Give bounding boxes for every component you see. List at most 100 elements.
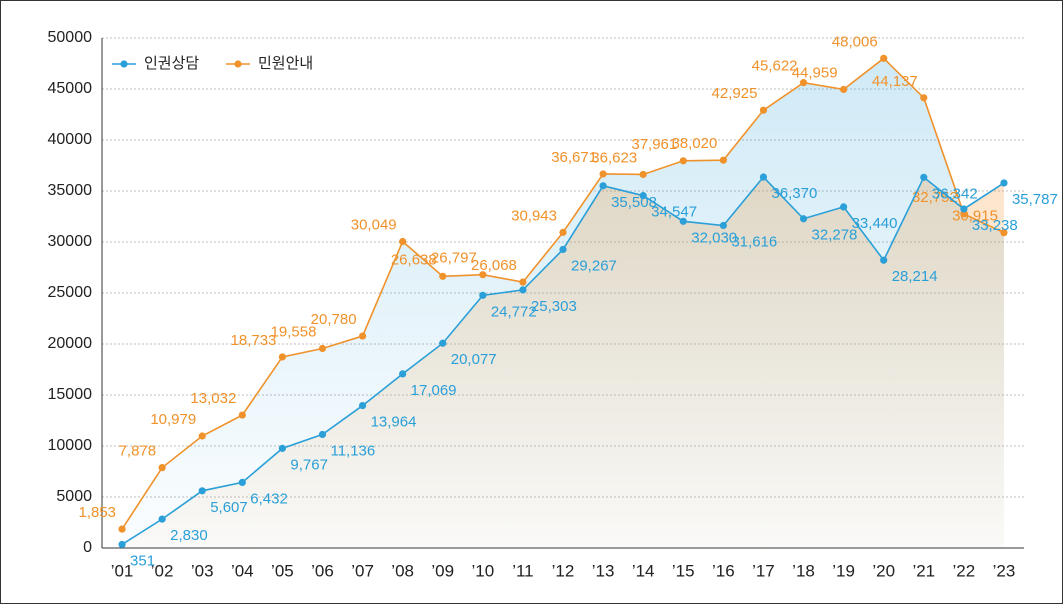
point [158, 464, 166, 472]
value-label: 44,137 [872, 73, 918, 90]
point [799, 215, 808, 223]
point [759, 173, 768, 181]
x-tick-label: ’17 [752, 561, 775, 580]
value-label: 7,878 [119, 443, 157, 460]
point [198, 432, 206, 440]
value-label: 351 [130, 552, 155, 569]
point [559, 245, 567, 254]
point [639, 170, 647, 179]
value-label: 20,077 [451, 351, 497, 368]
value-label: 11,136 [330, 442, 375, 459]
point [519, 286, 527, 294]
x-tick-label: ’13 [592, 561, 615, 580]
value-label: 6,432 [250, 490, 288, 507]
point [358, 401, 367, 410]
x-tick-label: ’19 [832, 561, 855, 580]
value-label: 35,787 [1012, 191, 1058, 208]
value-label: 26,068 [471, 257, 517, 274]
value-label: 9,767 [290, 456, 328, 473]
x-tick-label: ’12 [552, 561, 575, 580]
x-tick-label: ’03 [191, 561, 214, 580]
value-label: 31,616 [731, 233, 777, 250]
point [318, 344, 327, 353]
value-label: 48,006 [832, 33, 878, 50]
x-tick-label: ’07 [351, 561, 374, 580]
value-label: 13,964 [371, 414, 417, 431]
value-label: 25,303 [531, 298, 577, 315]
point [719, 156, 727, 164]
x-tick-label: ’06 [311, 561, 334, 580]
x-tick-label: ’09 [431, 561, 454, 580]
y-tick-label: 10000 [48, 437, 93, 454]
y-tick-label: 5000 [56, 488, 92, 505]
value-label: 45,622 [752, 58, 798, 75]
value-label: 1,853 [78, 504, 116, 521]
value-label: 42,925 [712, 85, 758, 102]
y-tick-label: 20000 [48, 335, 93, 352]
value-label: 26,797 [431, 250, 477, 267]
x-tick-label: ’01 [111, 561, 134, 580]
point [238, 411, 246, 419]
value-label: 32,030 [691, 229, 737, 246]
point [1000, 229, 1008, 237]
legend-marker [234, 60, 242, 68]
value-label: 29,267 [571, 257, 617, 274]
x-tick-label: ’04 [231, 561, 254, 580]
value-label: 34,547 [651, 204, 697, 221]
point [118, 525, 126, 533]
point [799, 79, 808, 87]
point [840, 203, 848, 211]
point [479, 271, 487, 279]
value-label: 38,020 [671, 135, 717, 152]
point [238, 478, 246, 486]
point [118, 540, 126, 549]
value-label: 17,069 [411, 382, 457, 399]
legend-label: 민원안내 [258, 55, 313, 72]
y-tick-label: 0 [83, 539, 92, 556]
y-tick-label: 15000 [48, 386, 93, 403]
point [158, 515, 166, 523]
x-tick-label: ’14 [632, 561, 655, 580]
legend-label: 인권상담 [144, 55, 199, 72]
area [122, 177, 1004, 548]
x-tick-label: ’18 [792, 561, 815, 580]
point [278, 444, 286, 452]
point [599, 170, 607, 178]
point [679, 157, 687, 165]
point [880, 54, 888, 62]
value-label: 20,780 [311, 311, 357, 328]
x-tick-label: ’10 [471, 561, 494, 580]
y-tick-label: 35000 [48, 182, 93, 199]
point [318, 430, 327, 439]
x-tick-label: ’08 [391, 561, 414, 580]
x-tick-label: ’22 [953, 561, 976, 580]
value-label: 33,440 [852, 215, 898, 232]
y-tick-label: 40000 [48, 131, 93, 148]
point [960, 205, 968, 213]
y-tick-label: 30000 [48, 233, 93, 250]
point [840, 85, 848, 94]
value-label: 36,342 [932, 185, 978, 202]
point [1000, 179, 1008, 187]
value-label: 30,049 [351, 216, 397, 233]
value-label: 36,370 [771, 185, 817, 202]
x-tick-label: ’05 [271, 561, 294, 580]
value-label: 26,638 [391, 251, 437, 268]
point [519, 278, 527, 286]
point [358, 332, 367, 340]
x-tick-label: ’20 [872, 561, 895, 580]
value-label: 44,959 [792, 64, 838, 81]
x-tick-label: ’16 [712, 561, 735, 580]
value-label: 32,278 [812, 227, 858, 244]
value-label: 13,032 [190, 390, 236, 407]
point [559, 228, 567, 236]
value-label: 33,238 [972, 217, 1018, 234]
legend-marker [120, 60, 128, 68]
value-label: 36,623 [591, 149, 637, 166]
value-label: 2,830 [170, 527, 208, 544]
value-label: 5,607 [210, 499, 248, 516]
x-tick-label: ’23 [993, 561, 1016, 580]
point [960, 210, 968, 218]
value-label: 28,214 [892, 268, 938, 285]
